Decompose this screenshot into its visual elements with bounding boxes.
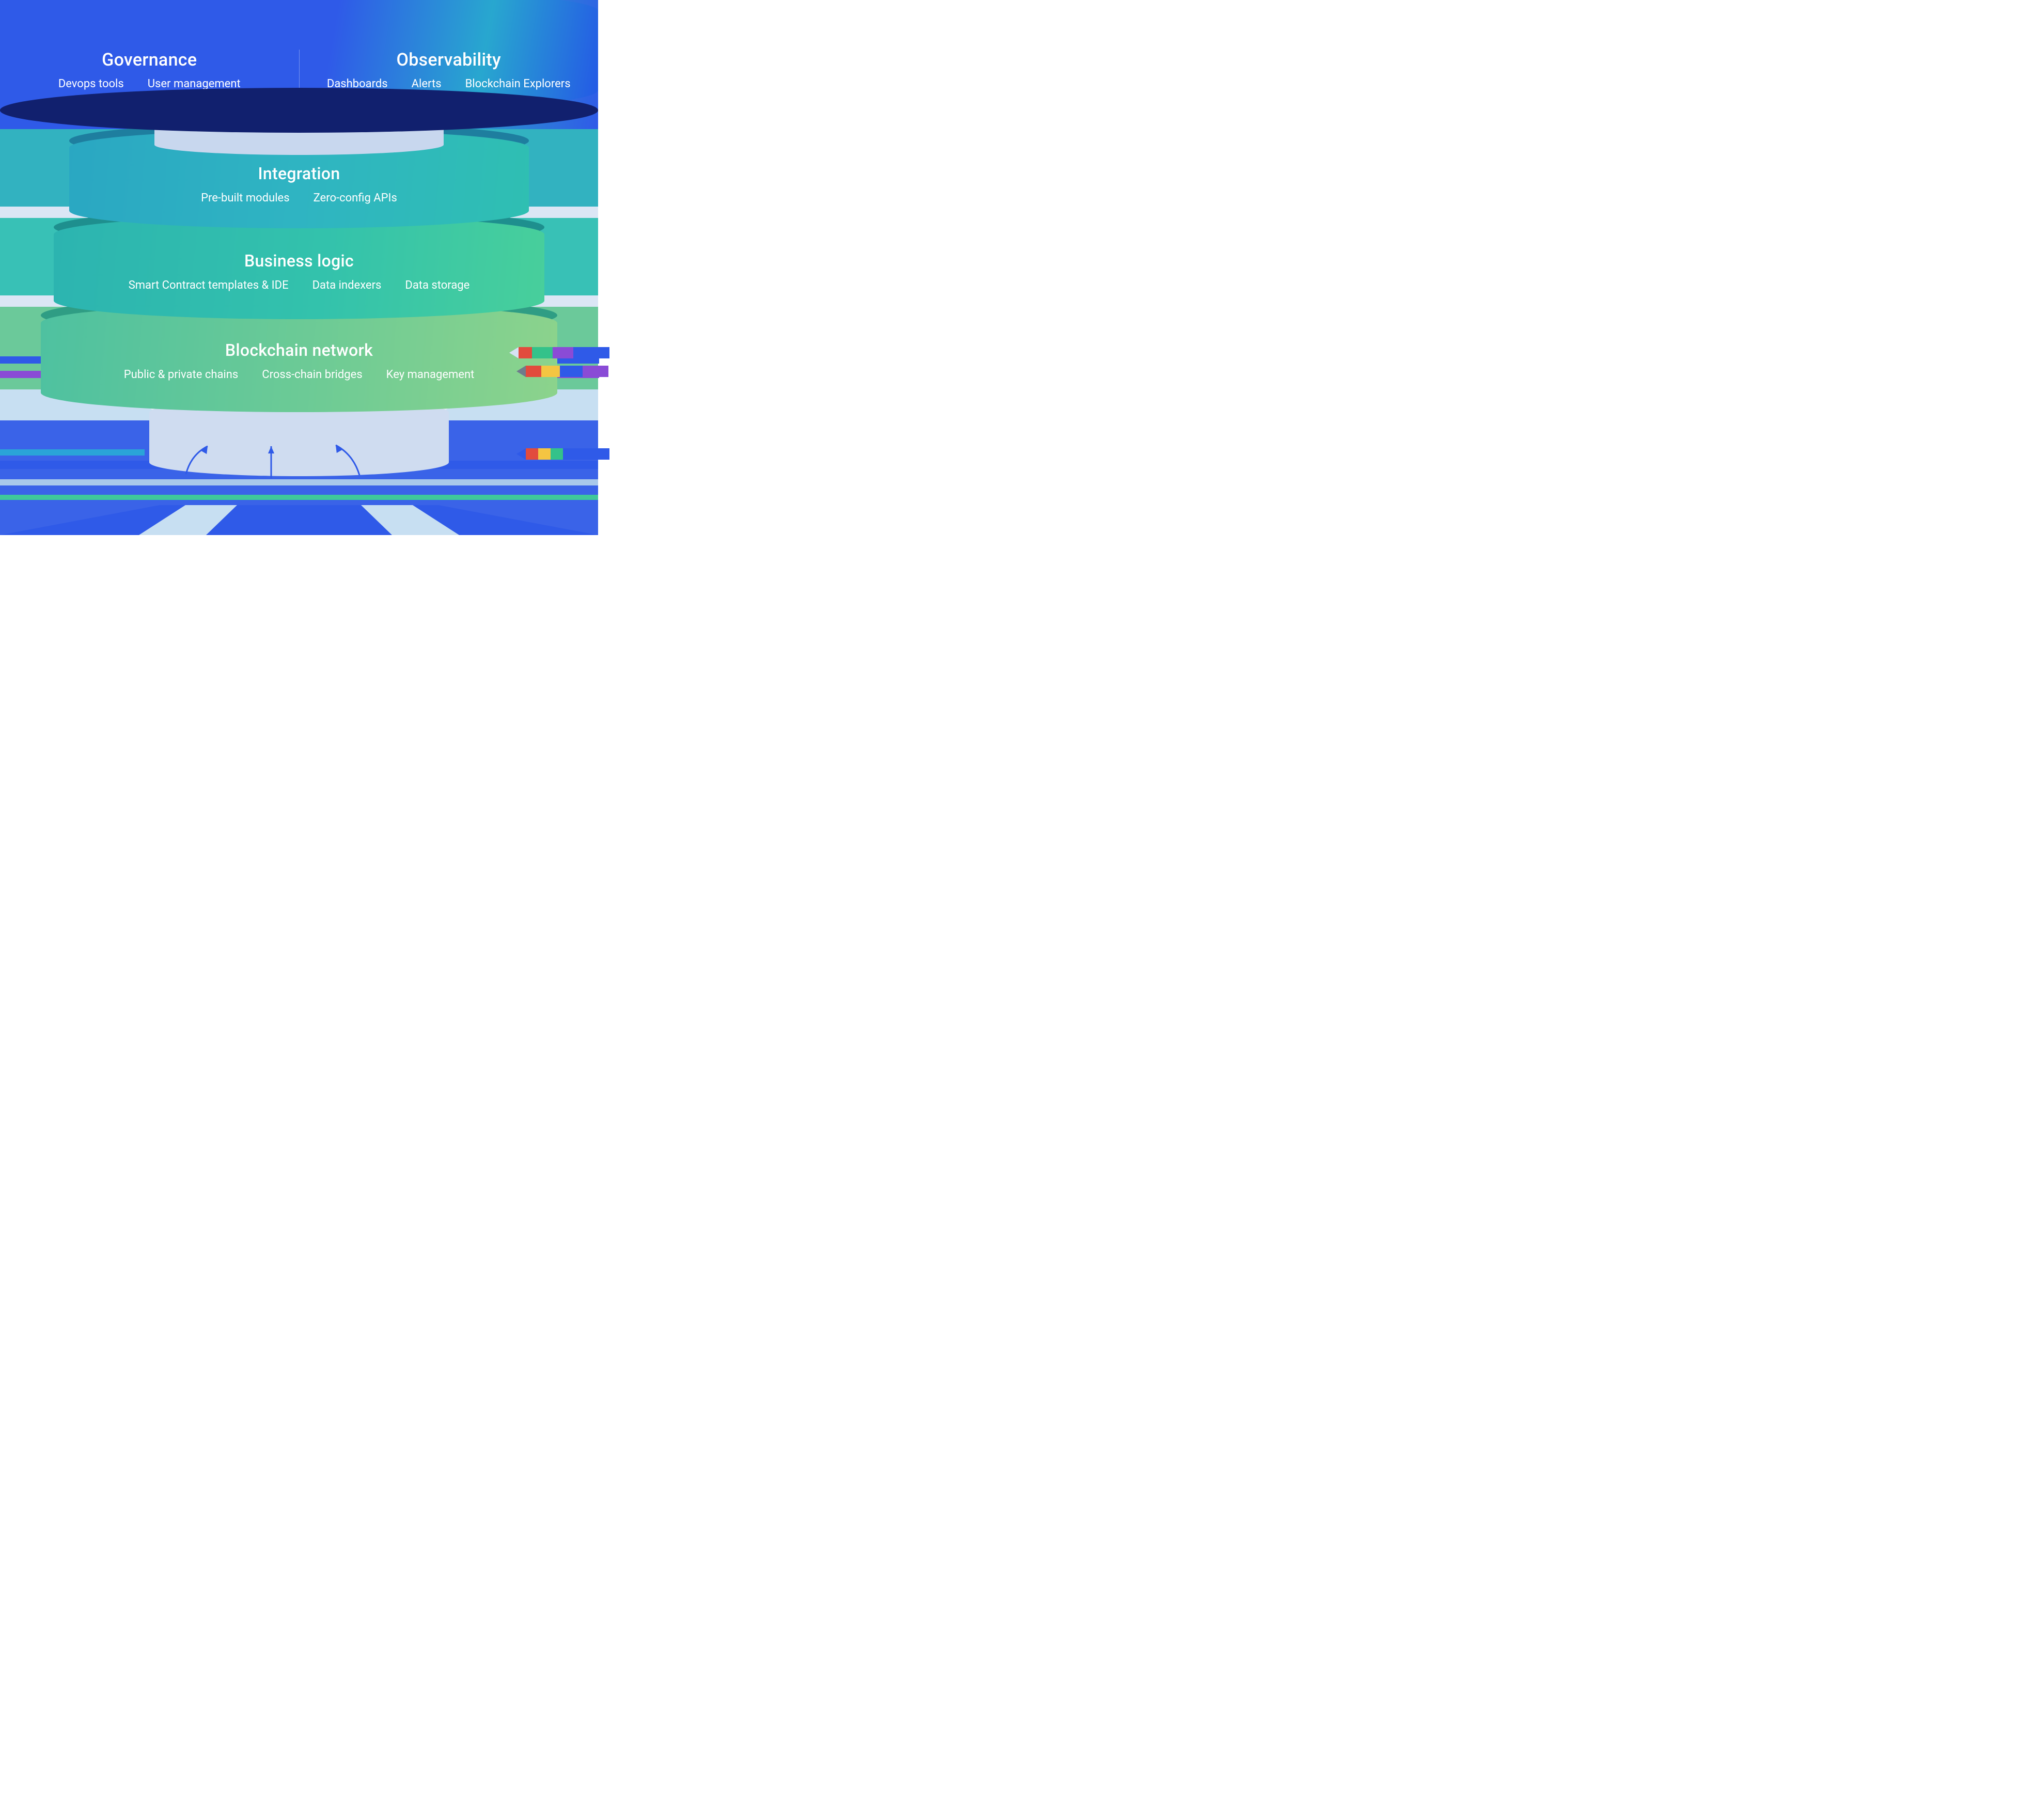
arrow-head <box>268 446 274 453</box>
input-arrows <box>0 0 598 535</box>
